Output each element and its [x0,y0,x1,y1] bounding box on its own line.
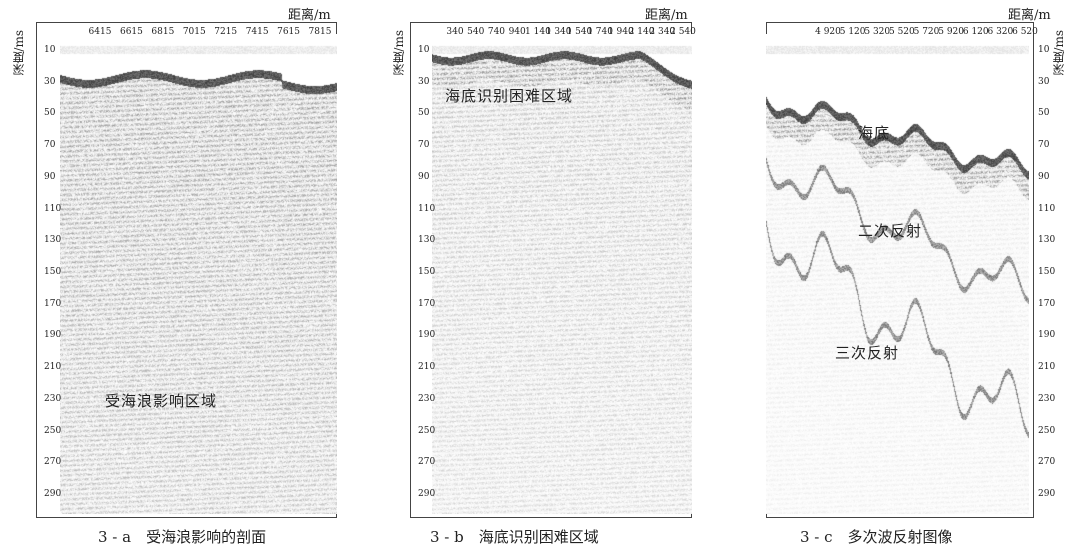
y-axis-label: 深度/ms [12,30,26,76]
y-tick-label: 50 [1038,108,1050,119]
y-tick-label: 230 [44,393,62,404]
y-tick-label: 30 [418,76,430,87]
y-tick-label: 50 [44,108,56,119]
y-tick-label: 270 [1038,457,1056,468]
x-axis-label: 距离/m [288,8,331,23]
x-tick-label: 6815 [151,27,175,37]
x-tick-label: 6615 [119,27,143,37]
x-tick-label: 2 140 [628,27,655,37]
x-tick-label: 740 [487,27,506,37]
x-tick-label: 7215 [214,27,238,37]
y-tick-label: 190 [1038,330,1056,341]
y-tick-label: 290 [1038,489,1056,499]
x-tick-label: 4 920 [815,27,841,37]
x-axis-label: 距离/m [645,8,688,23]
annotation: 受海浪影响区域 [105,392,218,410]
y-tick-label: 170 [44,298,62,309]
y-axis-label: 深度/ms [392,30,406,76]
x-tick-label: 5 320 [864,27,891,37]
x-axis-label: 距离/m [1008,8,1051,23]
y-tick-label: 250 [418,425,436,436]
seismic-profile-c [766,34,1029,514]
x-tick-label: 540 [467,27,485,37]
y-tick-label: 130 [1038,235,1056,246]
y-tick-label: 110 [1038,203,1056,214]
y-tick-label: 210 [44,362,62,373]
x-tick-label: 1 340 [545,27,572,37]
y-tick-label: 170 [1038,298,1056,309]
y-tick-label: 10 [1038,45,1050,55]
x-tick-label: 5 520 [888,27,915,37]
y-tick-label: 230 [1038,393,1056,404]
y-tick-label: 210 [418,362,436,373]
x-tick-label: 7615 [277,27,301,37]
x-tick-label: 7815 [308,27,332,37]
annotation: 二次反射 [858,222,923,240]
y-tick-label: 90 [418,171,430,182]
annotation: 三次反射 [835,344,900,362]
y-tick-label: 150 [1038,267,1056,277]
panel-caption: 3 - c 多次波反射图像 [800,528,953,546]
annotation: 海底识别困难区域 [445,87,574,105]
y-tick-label: 30 [44,76,56,87]
y-tick-label: 70 [44,140,56,151]
y-tick-label: 90 [44,171,56,182]
y-tick-label: 290 [418,489,436,499]
y-tick-label: 10 [44,45,56,55]
y-tick-label: 50 [418,108,430,119]
x-tick-label: 340 [446,27,464,37]
y-tick-label: 250 [44,425,62,436]
y-axis-label: 深度/ms [1052,30,1066,76]
y-tick-label: 150 [418,267,436,277]
y-tick-label: 130 [418,235,436,246]
annotation: 海底 [858,124,891,142]
x-tick-label: 7015 [182,27,206,37]
x-tick-label: 7415 [245,27,269,37]
y-tick-label: 270 [418,457,436,468]
y-tick-label: 10 [418,45,430,55]
x-tick-label: 1 940 [607,27,634,37]
x-tick-label: 6415 [88,27,112,37]
y-tick-label: 150 [44,267,62,277]
x-tick-label: 2 340 [649,27,676,37]
y-tick-label: 250 [1038,425,1056,436]
y-tick-label: 90 [1038,171,1050,182]
y-tick-label: 190 [44,330,62,341]
y-tick-label: 130 [44,235,62,246]
x-tick-label: 1 740 [587,27,613,37]
seismic-profile-b [432,34,692,514]
y-tick-label: 290 [44,489,62,499]
x-tick-label: 5 120 [839,27,866,37]
y-tick-label: 110 [418,203,436,214]
y-tick-label: 190 [418,330,436,341]
y-tick-label: 70 [418,140,430,151]
x-tick-label: 2 540 [670,27,696,37]
x-tick-label: 5 720 [913,27,940,37]
x-tick-label: 5 920 [938,27,965,37]
seismic-profile-a [60,34,337,514]
y-tick-label: 210 [1038,362,1056,373]
x-tick-label: 6 120 [962,27,989,37]
x-tick-label: 1 140 [525,27,551,37]
x-tick-label: 6 320 [987,27,1014,37]
x-tick-label: 1 540 [566,27,593,37]
panel-caption: 3 - a 受海浪影响的剖面 [98,528,267,546]
y-tick-label: 270 [44,457,62,468]
y-tick-label: 170 [418,298,436,309]
y-tick-label: 30 [1038,76,1050,87]
y-tick-label: 110 [44,203,62,214]
x-tick-label: 940 [508,27,526,37]
y-tick-label: 70 [1038,140,1050,151]
x-tick-label: 6 520 [1012,27,1038,37]
y-tick-label: 230 [418,393,436,404]
panel-caption: 3 - b 海底识别困难区域 [430,528,599,546]
